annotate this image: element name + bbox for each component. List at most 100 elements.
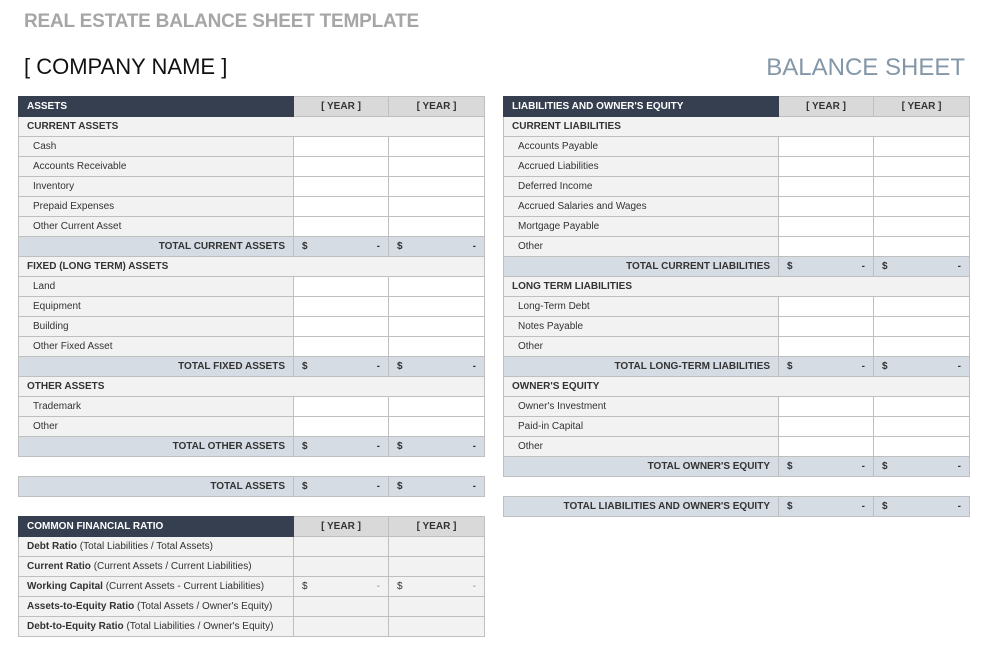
value-cell[interactable] (388, 176, 485, 197)
value-cell[interactable] (388, 416, 485, 437)
value-cell[interactable] (293, 216, 389, 237)
value-cell[interactable] (388, 276, 485, 297)
line-item-label: Other Fixed Asset (18, 336, 294, 357)
value-cell[interactable]: $ - (388, 356, 485, 377)
value-cell[interactable] (778, 396, 874, 417)
value-cell[interactable]: $ - (873, 456, 970, 477)
year-header[interactable]: [ YEAR ] (293, 96, 389, 117)
value-cell[interactable] (293, 416, 389, 437)
line-item-label: Building (18, 316, 294, 337)
value-cell[interactable] (873, 436, 970, 457)
value-cell[interactable] (293, 136, 389, 157)
value-cell[interactable] (293, 176, 389, 197)
currency-symbol: $ (787, 501, 793, 512)
value-cell[interactable] (778, 416, 874, 437)
value-cell[interactable]: $ - (388, 436, 485, 457)
value-cell[interactable] (873, 396, 970, 417)
value-cell[interactable] (388, 396, 485, 417)
value-cell[interactable] (778, 136, 874, 157)
value-cell[interactable] (388, 556, 485, 577)
value: - (861, 261, 865, 272)
value-cell[interactable] (293, 556, 389, 577)
year-header[interactable]: [ YEAR ] (873, 96, 970, 117)
section-row: LONG TERM LIABILITIES (503, 276, 970, 297)
value-cell[interactable] (778, 216, 874, 237)
value-cell[interactable] (778, 316, 874, 337)
ratio-row: Debt Ratio (Total Liabilities / Total As… (18, 536, 485, 557)
value-cell[interactable] (293, 396, 389, 417)
value: - (472, 361, 476, 372)
value-cell[interactable] (293, 536, 389, 557)
value-cell[interactable]: $ - (293, 436, 389, 457)
currency-symbol: $ (302, 581, 308, 592)
value-cell[interactable] (388, 616, 485, 637)
value-cell[interactable] (873, 216, 970, 237)
value-cell[interactable] (388, 156, 485, 177)
year-header[interactable]: [ YEAR ] (388, 516, 485, 537)
value-cell[interactable]: $ - (873, 256, 970, 277)
line-item-label: Accounts Receivable (18, 156, 294, 177)
value-cell[interactable] (873, 176, 970, 197)
value-cell[interactable] (873, 296, 970, 317)
value-cell[interactable] (778, 236, 874, 257)
value-cell[interactable] (293, 276, 389, 297)
value-cell[interactable]: $ - (778, 256, 874, 277)
total-row: TOTAL CURRENT LIABILITIES $ - $ - (503, 256, 970, 277)
value-cell[interactable] (873, 316, 970, 337)
value-cell[interactable] (388, 196, 485, 217)
value-cell[interactable] (388, 216, 485, 237)
value-cell[interactable]: $ - (873, 356, 970, 377)
value-cell[interactable] (293, 156, 389, 177)
value-cell[interactable]: $ - (293, 356, 389, 377)
value-cell[interactable] (388, 136, 485, 157)
value-cell[interactable] (388, 596, 485, 617)
value-cell[interactable] (778, 336, 874, 357)
value-cell[interactable]: $ - (293, 476, 389, 497)
line-item-row: Cash (18, 136, 485, 157)
line-item-label: Trademark (18, 396, 294, 417)
value-cell[interactable]: $ - (388, 236, 485, 257)
value-cell[interactable] (293, 336, 389, 357)
value-cell[interactable]: $ - (778, 356, 874, 377)
value-cell[interactable] (873, 236, 970, 257)
value-cell[interactable] (778, 296, 874, 317)
company-name[interactable]: [ COMPANY NAME ] (24, 54, 228, 79)
value-cell[interactable] (873, 416, 970, 437)
value-cell[interactable] (873, 156, 970, 177)
value-cell[interactable]: $ - (293, 236, 389, 257)
line-item-row: Other (503, 236, 970, 257)
section-label: OWNER'S EQUITY (503, 376, 970, 397)
currency-symbol: $ (302, 481, 308, 492)
year-header[interactable]: [ YEAR ] (388, 96, 485, 117)
value-cell[interactable] (293, 616, 389, 637)
value-cell[interactable] (388, 296, 485, 317)
value-cell[interactable]: $ - (388, 476, 485, 497)
value-cell[interactable] (293, 196, 389, 217)
value-cell[interactable] (778, 436, 874, 457)
header-row: LIABILITIES AND OWNER'S EQUITY[ YEAR ][ … (503, 96, 970, 117)
value-cell[interactable] (873, 136, 970, 157)
currency-symbol: $ (302, 441, 308, 452)
value-cell[interactable] (388, 336, 485, 357)
value-cell[interactable]: $ - (388, 576, 485, 597)
value-cell[interactable] (778, 176, 874, 197)
value-cell[interactable] (778, 156, 874, 177)
value-cell[interactable] (873, 336, 970, 357)
value-cell[interactable] (778, 196, 874, 217)
year-header[interactable]: [ YEAR ] (778, 96, 874, 117)
value-cell[interactable] (388, 536, 485, 557)
value-cell[interactable]: $ - (873, 496, 970, 517)
ratio-formula: (Total Liabilities / Owner's Equity) (126, 621, 274, 632)
section-label: CURRENT ASSETS (18, 116, 485, 137)
value-cell[interactable] (293, 296, 389, 317)
value-cell[interactable] (388, 316, 485, 337)
value-cell[interactable]: $ - (293, 576, 389, 597)
value-cell[interactable] (293, 316, 389, 337)
value-cell[interactable] (293, 596, 389, 617)
value-cell[interactable]: $ - (778, 496, 874, 517)
value-cell[interactable] (873, 196, 970, 217)
total-label: TOTAL CURRENT ASSETS (18, 236, 294, 257)
value-cell[interactable]: $ - (778, 456, 874, 477)
year-header[interactable]: [ YEAR ] (293, 516, 389, 537)
currency-symbol: $ (302, 361, 308, 372)
